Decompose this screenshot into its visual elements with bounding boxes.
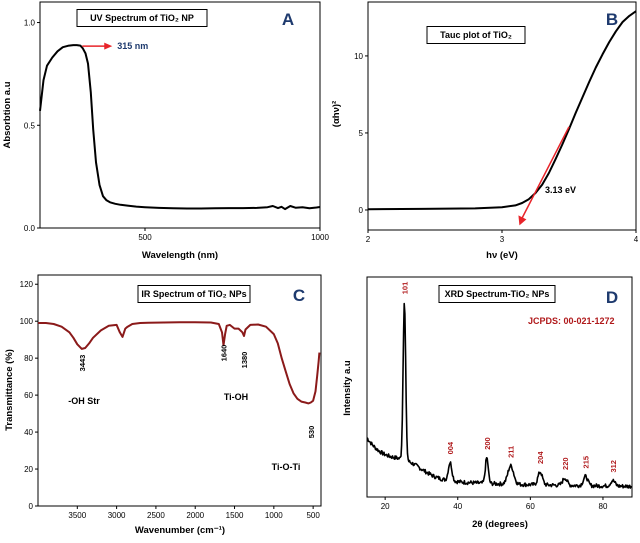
y-axis-tick-label: 1.0	[24, 19, 36, 28]
panel-letter: B	[606, 10, 618, 29]
x-axis-tick-label: 500	[306, 511, 320, 520]
peak-index-label: 211	[507, 446, 516, 458]
y-axis-label: Absorbtion a.u	[2, 81, 13, 148]
x-axis-tick-label: 1000	[265, 511, 283, 520]
title-box	[137, 285, 251, 303]
peak-label: 1640	[220, 345, 229, 362]
y-axis-tick-label: 0	[359, 206, 364, 215]
panel-letter: C	[293, 286, 305, 305]
title-box	[438, 285, 556, 303]
x-axis-label: hν (eV)	[486, 250, 518, 261]
y-axis-tick-label: 10	[354, 52, 363, 61]
ir-series-line	[38, 321, 321, 405]
plot-frame	[37, 274, 322, 507]
x-axis-tick-label: 4	[634, 235, 639, 244]
xrd-series-line	[366, 302, 633, 489]
group-label: Ti-OH	[224, 392, 248, 402]
reference-label: JCPDS: 00-021-1272	[528, 316, 615, 326]
y-axis-tick-label: 20	[24, 465, 33, 474]
tangent-line	[520, 126, 570, 220]
y-axis-tick-label: 0.5	[24, 121, 36, 130]
panel-ir: 3500 3000 2500 2000 1500 1000 500 0 20 40 60 80 100 1…	[4, 274, 322, 536]
x-axis-tick-label: 2500	[147, 511, 165, 520]
x-axis-label: Wavenumber (cm⁻¹)	[135, 525, 225, 536]
chart-title: UV Spectrum of TiO₂ NP	[90, 13, 194, 23]
peak-label: 3443	[78, 355, 87, 372]
x-axis-tick-label: 2	[366, 235, 371, 244]
chart-title: IR Spectrum of TiO₂ NPs	[141, 289, 246, 299]
panel-uv: 500 1000 0.0 0.5 1.0 Wavelength (nm) Absorbtio…	[2, 1, 329, 261]
x-axis-tick-label: 80	[599, 502, 608, 511]
peak-index-label: 101	[400, 282, 409, 295]
x-axis-tick-label: 2000	[186, 511, 204, 520]
y-axis-label: Intensity a.u	[342, 360, 353, 416]
y-axis-tick-label: 100	[20, 317, 34, 326]
x-axis-label: Wavelength (nm)	[142, 250, 218, 261]
group-label: Ti-O-Ti	[272, 462, 301, 472]
group-label: -OH Str	[68, 396, 100, 406]
y-axis-label: Transmittance (%)	[4, 349, 15, 431]
peak-arrow-head	[104, 42, 113, 50]
y-axis-tick-label: 60	[24, 391, 33, 400]
y-axis-tick-label: 5	[359, 129, 364, 138]
y-axis-tick-label: 80	[24, 354, 33, 363]
x-axis-tick-label: 3500	[68, 511, 86, 520]
tauc-series-line	[367, 10, 637, 211]
x-axis-tick-label: 3	[500, 235, 505, 244]
panel-tauc: 2 3 4 0 5 10 hν (eV) (αhν)² Tauc plot of TiO₂ B 3.…	[331, 1, 639, 261]
x-axis-label: 2θ (degrees)	[472, 519, 528, 530]
x-axis-tick-label: 3000	[108, 511, 126, 520]
x-axis-tick-label: 500	[138, 233, 152, 242]
peak-annotation: 315 nm	[117, 41, 148, 51]
peak-index-label: 220	[561, 457, 570, 470]
peak-index-label: 004	[446, 441, 455, 454]
x-axis-tick-label: 60	[526, 502, 535, 511]
x-axis-tick-label: 20	[381, 502, 390, 511]
panel-letter: A	[282, 10, 294, 29]
peak-index-label: 204	[536, 451, 545, 464]
uv-series-line	[39, 44, 321, 211]
x-axis-tick-label: 1000	[311, 233, 329, 242]
panel-letter: D	[606, 288, 618, 307]
bandgap-annotation: 3.13 eV	[545, 185, 576, 195]
peak-label: 530	[307, 426, 316, 439]
title-box	[426, 26, 526, 44]
x-axis-tick-label: 1500	[226, 511, 244, 520]
plot-frame	[39, 1, 321, 229]
peak-label: 1380	[240, 352, 249, 369]
title-box	[76, 9, 208, 27]
chart-title: XRD Spectrum-TiO₂ NPs	[445, 289, 550, 299]
peak-index-label: 215	[582, 456, 591, 469]
y-axis-tick-label: 40	[24, 428, 33, 437]
plot-frame	[366, 276, 633, 498]
peak-index-label: 200	[483, 437, 492, 450]
y-axis-tick-label: 120	[20, 280, 34, 289]
x-axis-tick-label: 40	[453, 502, 462, 511]
panel-xrd: 20 40 60 80 2θ (degrees) Intensity a.u XRD Spe…	[342, 276, 633, 530]
chart-title: Tauc plot of TiO₂	[440, 30, 512, 40]
peak-index-label: 312	[609, 460, 618, 473]
y-axis-tick-label: 0	[29, 502, 34, 511]
y-axis-label: (αhν)²	[331, 101, 342, 127]
y-axis-tick-label: 0.0	[24, 224, 36, 233]
tangent-arrow-head	[518, 215, 527, 226]
